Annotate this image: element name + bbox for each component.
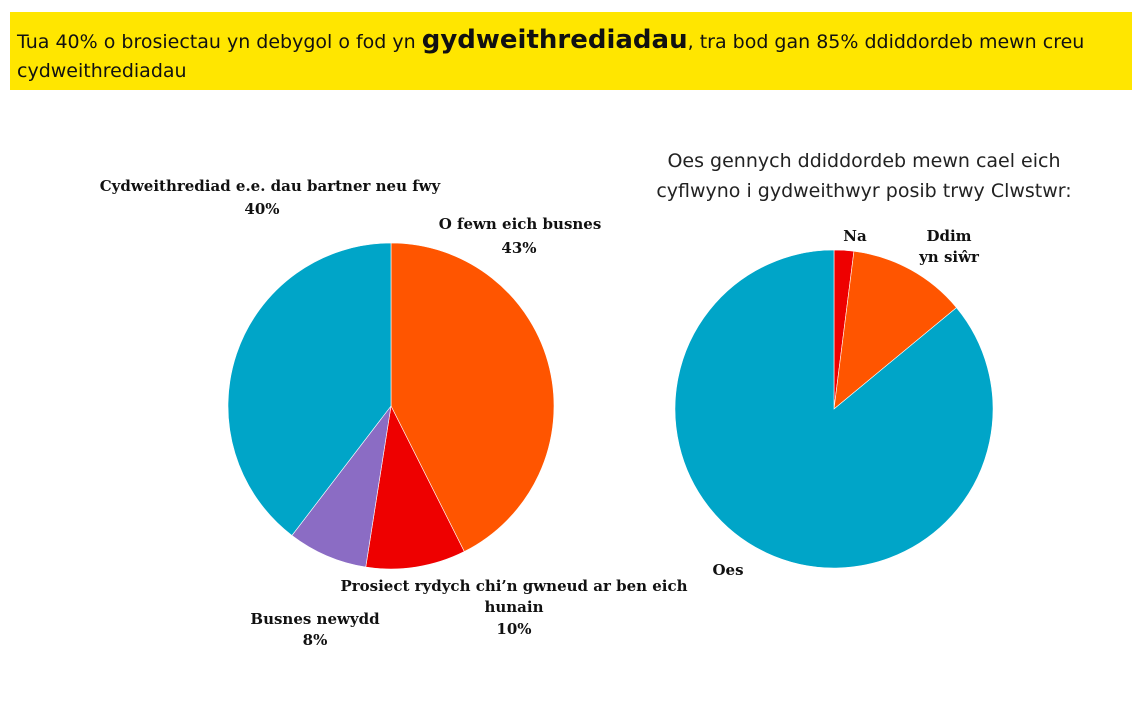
headline-text-end: , tra bod gan 85% ddiddordeb mewn creu c… (17, 31, 1085, 82)
pie-labels-interest: Na Ddim yn siŵr Oes (712, 227, 980, 579)
slice-label-oes: Oes (712, 561, 743, 579)
slice-label-prosiect-rydych-chi-n-gwneud-ar-ben-eich-hunain-line2: hunain (484, 598, 543, 616)
project-type-slice-o-fewn-eich-busnes (390, 242, 555, 552)
slice-value-o-fewn-eich-busnes: 43% (501, 239, 536, 257)
slice-label-prosiect-rydych-chi-n-gwneud-ar-ben-eich-hunain: Prosiect rydych chi’n gwneud ar ben eich (340, 577, 687, 595)
slice-label-cydweithrediad-e-e-dau-bartner-neu-fwy: Cydweithrediad e.e. dau bartner neu fwy (100, 177, 442, 195)
headline-text-start: Tua 40% o brosiectau yn debygol o fod yn (17, 31, 422, 53)
slice-label-busnes-newydd: Busnes newydd (250, 610, 380, 628)
interest-slice-ddim-yn-siw-r (833, 250, 957, 410)
pie-chart-interest-title: Oes gennych ddiddordeb mewn cael eich cyf… (656, 150, 1071, 202)
pie-labels-project-type: O fewn eich busnes 43% Prosiect rydych chi… (100, 177, 688, 649)
chart-title-line-2: cyflwyno i gydweithwyr posib trwy Clwstw… (656, 180, 1071, 202)
slice-value-cydweithrediad-e-e-dau-bartner-neu-fwy: 40% (244, 200, 279, 218)
slice-value-busnes-newydd: 8% (303, 631, 328, 649)
interest-slice-oes (674, 249, 994, 569)
project-type-slice-cydweithrediad-e-e-dau-bartner-neu-fwy (227, 242, 392, 536)
project-type-slice-prosiect-rydych-chi-n-gwneud-ar-ben-eich-hunain (365, 405, 465, 570)
pie-chart-project-type (227, 242, 555, 570)
slice-label-ddim-yn-siw-r-line2: yn siŵr (918, 248, 980, 266)
slice-value-prosiect-rydych-chi-n-gwneud-ar-ben-eich-hunain: 10% (496, 620, 531, 638)
slice-label-na: Na (843, 227, 867, 245)
chart-title-line-1: Oes gennych ddiddordeb mewn cael eich (667, 150, 1060, 172)
headline-banner: Tua 40% o brosiectau yn debygol o fod yn… (10, 12, 1132, 90)
pie-chart-interest (674, 249, 994, 569)
slice-label-o-fewn-eich-busnes: O fewn eich busnes (439, 215, 602, 233)
headline-emphasis: gydweithrediadau (421, 25, 688, 55)
slice-label-ddim-yn-siw-r: Ddim (926, 227, 971, 245)
